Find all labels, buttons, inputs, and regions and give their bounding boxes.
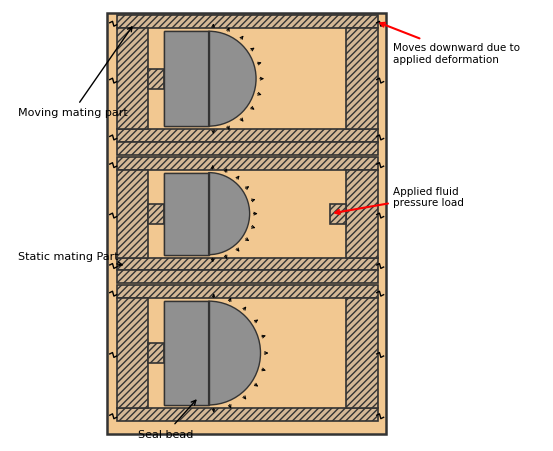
Wedge shape xyxy=(208,301,260,405)
Bar xyxy=(164,301,208,405)
Bar xyxy=(148,204,164,224)
Text: Applied fluid
pressure load: Applied fluid pressure load xyxy=(335,186,465,215)
Bar xyxy=(117,143,378,156)
Bar xyxy=(117,16,378,29)
Wedge shape xyxy=(208,32,256,127)
Bar xyxy=(164,301,211,405)
Wedge shape xyxy=(208,173,249,255)
Bar xyxy=(346,29,378,130)
Text: Moving mating part: Moving mating part xyxy=(18,28,132,118)
Text: Seal bead: Seal bead xyxy=(138,400,196,439)
Bar xyxy=(164,32,211,127)
Bar xyxy=(117,408,378,421)
Bar xyxy=(148,343,164,363)
Bar xyxy=(346,299,378,408)
Bar xyxy=(117,285,378,299)
Bar xyxy=(164,32,208,127)
Bar xyxy=(164,32,208,127)
Bar xyxy=(164,173,208,255)
Bar xyxy=(164,173,208,255)
Text: Moves downward due to
applied deformation: Moves downward due to applied deformatio… xyxy=(380,24,520,64)
Bar xyxy=(164,173,211,255)
Bar xyxy=(107,14,385,434)
Bar xyxy=(117,130,378,143)
Bar xyxy=(148,69,164,89)
Bar xyxy=(117,258,378,271)
Bar xyxy=(117,157,378,170)
Bar xyxy=(117,29,148,130)
Bar xyxy=(117,271,378,284)
Bar xyxy=(164,301,208,405)
Text: Static mating Part: Static mating Part xyxy=(18,251,122,267)
Bar xyxy=(117,299,148,408)
Bar xyxy=(346,170,378,258)
Bar xyxy=(330,204,346,224)
Bar xyxy=(117,170,148,258)
